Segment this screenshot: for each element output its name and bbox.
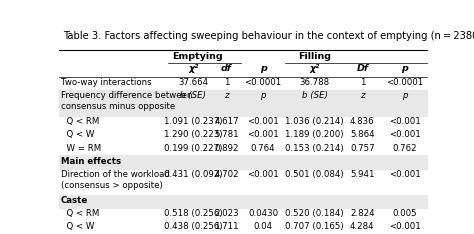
Text: <0.001: <0.001 — [389, 223, 420, 231]
Text: 0.438 (0.256): 0.438 (0.256) — [164, 223, 223, 231]
Text: 0.892: 0.892 — [214, 144, 238, 153]
Text: p: p — [260, 91, 266, 100]
Text: 0.707 (0.165): 0.707 (0.165) — [285, 223, 344, 231]
Text: z: z — [360, 91, 365, 100]
Text: 0.005: 0.005 — [392, 209, 417, 218]
Text: 0.04: 0.04 — [254, 223, 273, 231]
Text: b (SE): b (SE) — [180, 91, 206, 100]
Text: Emptying: Emptying — [172, 51, 222, 61]
Text: Q < W: Q < W — [61, 130, 94, 139]
Text: 1.036 (0.214): 1.036 (0.214) — [285, 117, 344, 126]
Text: Filling: Filling — [298, 51, 331, 61]
Text: Table 3. Factors affecting sweeping behaviour in the context of emptying (n = 23: Table 3. Factors affecting sweeping beha… — [63, 31, 474, 41]
Text: <0.001: <0.001 — [389, 130, 420, 139]
Text: Q < RM: Q < RM — [61, 117, 100, 126]
Text: 0.757: 0.757 — [350, 144, 374, 153]
Text: 1.091 (0.237): 1.091 (0.237) — [164, 117, 223, 126]
Text: 0.501 (0.084): 0.501 (0.084) — [285, 170, 344, 179]
Text: 5.781: 5.781 — [214, 130, 239, 139]
Text: Main effects: Main effects — [61, 157, 121, 166]
Text: 0.431 (0.092): 0.431 (0.092) — [164, 170, 223, 179]
Text: W = RM: W = RM — [61, 144, 101, 153]
Text: 0.520 (0.184): 0.520 (0.184) — [285, 209, 344, 218]
Text: 4.702: 4.702 — [214, 170, 239, 179]
Text: 0.764: 0.764 — [251, 144, 275, 153]
Text: p: p — [260, 64, 266, 73]
Text: <0.001: <0.001 — [247, 117, 279, 126]
Text: 4.284: 4.284 — [350, 223, 374, 231]
Text: 1.711: 1.711 — [214, 223, 239, 231]
Text: 1.189 (0.200): 1.189 (0.200) — [285, 130, 344, 139]
Text: <0.001: <0.001 — [389, 170, 420, 179]
Text: Frequency difference between
consensus minus opposite: Frequency difference between consensus m… — [61, 91, 192, 111]
Bar — [59, 195, 427, 208]
Text: 5.864: 5.864 — [350, 130, 374, 139]
Text: Q < RM: Q < RM — [61, 209, 100, 218]
Text: 0.0430: 0.0430 — [248, 209, 278, 218]
Text: <0.0001: <0.0001 — [245, 78, 282, 87]
Text: 37.664: 37.664 — [178, 78, 209, 87]
Text: df: df — [221, 64, 232, 73]
Bar — [59, 90, 427, 116]
Text: 4.617: 4.617 — [214, 117, 239, 126]
Text: <0.001: <0.001 — [389, 117, 420, 126]
Text: 5.941: 5.941 — [350, 170, 374, 179]
Text: <0.0001: <0.0001 — [386, 78, 423, 87]
Text: 0.199 (0.227): 0.199 (0.227) — [164, 144, 222, 153]
Text: χ²: χ² — [310, 64, 319, 73]
Text: 1.290 (0.223): 1.290 (0.223) — [164, 130, 223, 139]
Text: b (SE): b (SE) — [301, 91, 328, 100]
Text: Q < W: Q < W — [61, 223, 94, 231]
Text: <0.001: <0.001 — [247, 130, 279, 139]
Text: p: p — [401, 64, 408, 73]
Text: 0.153 (0.214): 0.153 (0.214) — [285, 144, 344, 153]
Text: z: z — [224, 91, 228, 100]
Text: 0.762: 0.762 — [392, 144, 417, 153]
Text: Df: Df — [356, 64, 368, 73]
Bar — [59, 155, 427, 169]
Text: <0.001: <0.001 — [247, 170, 279, 179]
Text: Caste: Caste — [61, 196, 88, 205]
Text: p: p — [402, 91, 407, 100]
Text: 4.836: 4.836 — [350, 117, 374, 126]
Text: 0.518 (0.256): 0.518 (0.256) — [164, 209, 223, 218]
Text: Two-way interactions: Two-way interactions — [61, 78, 152, 87]
Text: 2.824: 2.824 — [350, 209, 374, 218]
Text: Direction of the workload
(consensus > opposite): Direction of the workload (consensus > o… — [61, 170, 170, 190]
Text: 2.023: 2.023 — [214, 209, 239, 218]
Text: 1: 1 — [224, 78, 229, 87]
Text: 1: 1 — [360, 78, 365, 87]
Text: χ²: χ² — [188, 64, 199, 73]
Text: 36.788: 36.788 — [300, 78, 329, 87]
